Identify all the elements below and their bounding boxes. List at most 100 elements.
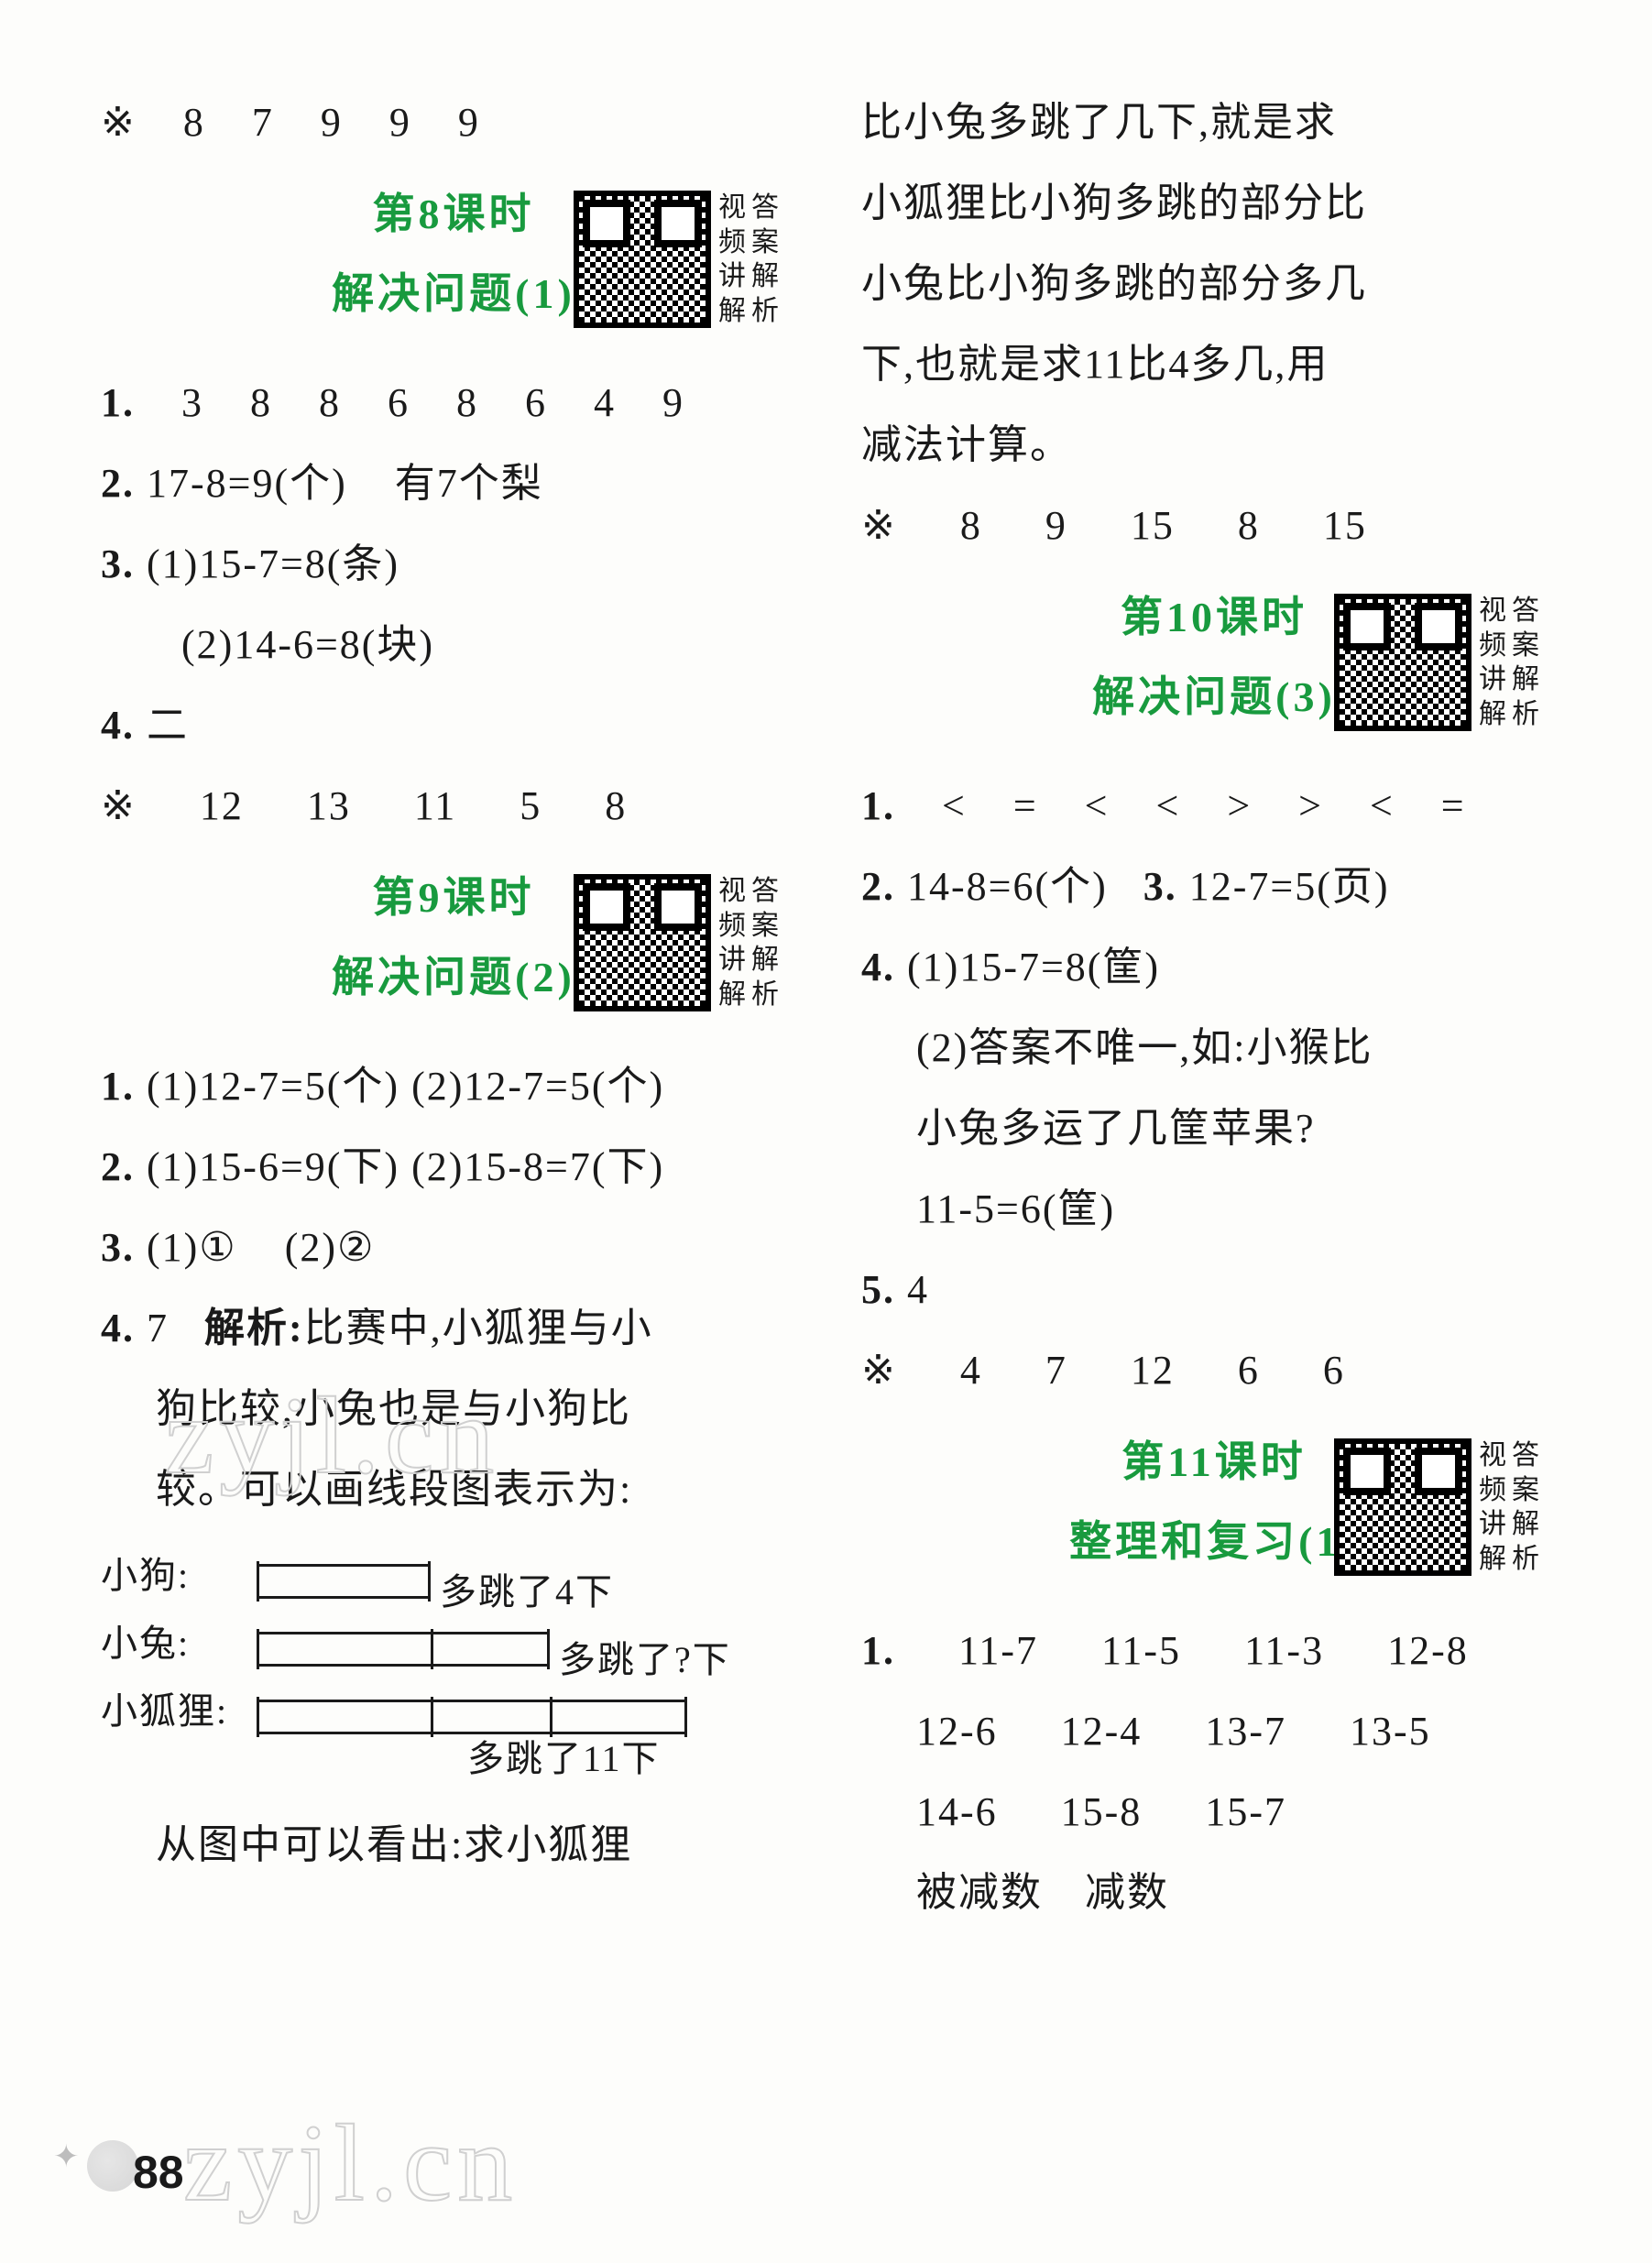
star-prefix: ※ — [861, 1330, 897, 1411]
q-num: 4. — [101, 1306, 135, 1350]
q5: 5. 4 — [861, 1250, 1567, 1330]
q-num: 1. — [101, 1064, 135, 1109]
qr-char: 析 — [1512, 1542, 1539, 1577]
op: < — [1085, 766, 1110, 847]
text: 17-8=9(个) — [147, 461, 347, 506]
q-num: 3. — [1143, 864, 1177, 909]
q4b1: (2)答案不唯一,如:小猴比 — [861, 1008, 1567, 1088]
q-num: 3. — [101, 541, 135, 586]
qr-char: 讲 — [718, 943, 746, 978]
l11-q1-r1: 1. 11-7 11-5 11-3 12-8 — [861, 1611, 1567, 1691]
diag-label-dog: 小狗: — [101, 1539, 257, 1613]
op: > — [1227, 766, 1252, 847]
qr-char: 视 — [1479, 1438, 1506, 1473]
q4b2: 小兔多运了几筐苹果? — [861, 1088, 1567, 1169]
star-prefix: ※ — [861, 486, 897, 566]
expr: 12-4 — [1061, 1691, 1143, 1772]
qr-block: 视 频 讲 解 答 案 解 析 — [574, 191, 779, 328]
qr-code-icon — [574, 191, 711, 328]
expr: 12-6 — [916, 1691, 998, 1772]
num: 5 — [520, 766, 542, 847]
num: 11 — [414, 766, 456, 847]
qr-label: 视 频 讲 解 答 案 解 析 — [1479, 594, 1539, 731]
op: < — [1370, 766, 1395, 847]
text: 二 — [147, 703, 189, 748]
lesson-9-header: 第9课时 解决问题(2) 视 频 讲 解 答 案 解 析 — [101, 858, 806, 1041]
qr-block: 视 频 讲 解 答 案 解 析 — [1334, 594, 1539, 731]
q-num: 4. — [861, 945, 895, 989]
qr-char: 频 — [718, 909, 746, 944]
text: 15-7=8(条) — [199, 541, 399, 586]
qr-char: 案 — [751, 909, 779, 944]
num: 15 — [1131, 486, 1175, 566]
num: 6 — [525, 363, 547, 443]
num: 15 — [1323, 486, 1367, 566]
qr-char: 解 — [751, 259, 779, 294]
lesson-10-header: 第10课时 解决问题(3) 视 频 讲 解 答 案 解 析 — [861, 577, 1567, 760]
q4-tail: 从图中可以看出:求小狐狸 — [101, 1805, 806, 1886]
q-num: 3. — [101, 1225, 135, 1270]
qr-char: 解 — [751, 943, 779, 978]
bar-diagram: 小狗: 小兔: 小狐狸: 多跳了4下 多跳了?下 多跳了11下 — [101, 1539, 806, 1805]
expr: 11-3 — [1244, 1611, 1324, 1691]
sub: (2) — [181, 622, 234, 667]
q-num: 2. — [101, 1144, 135, 1189]
q-num: 4. — [101, 703, 135, 748]
qr-char: 频 — [1479, 1473, 1506, 1508]
num: 4 — [594, 363, 616, 443]
text: (2)12-7=5(个) — [411, 1064, 664, 1109]
text: 14-8=6(个) — [907, 864, 1108, 909]
page-number: 88 — [133, 2146, 184, 2199]
diag-note-1: 多跳了4下 — [440, 1556, 614, 1629]
right-column: 比小兔多跳了几下,就是求 小狐狸比小狗多跳的部分比 小兔比小狗多跳的部分多几 下… — [825, 82, 1567, 2171]
q2-q3: 2. 14-8=6(个) 3. 12-7=5(页) — [861, 847, 1567, 927]
q2: 2. (1)15-6=9(下) (2)15-8=7(下) — [101, 1127, 806, 1208]
star-row: ※ 4 7 12 6 6 — [861, 1330, 1567, 1411]
diag-label-rabbit: 小兔: — [101, 1607, 257, 1680]
l11-q1-r2: 12-6 12-4 13-7 13-5 — [861, 1691, 1567, 1772]
expr: 15-7 — [1205, 1772, 1286, 1853]
q-num: 5. — [861, 1267, 895, 1312]
qr-char: 答 — [1512, 594, 1539, 629]
qr-block: 视 频 讲 解 答 案 解 析 — [1334, 1438, 1539, 1576]
qr-char: 解 — [1479, 697, 1506, 732]
text: (1)12-7=5(个) — [147, 1064, 399, 1109]
lesson-11-header: 第11课时 整理和复习(1) 视 频 讲 解 答 案 解 析 — [861, 1422, 1567, 1605]
num: 7 — [252, 82, 274, 163]
expr: 11-5 — [1101, 1611, 1181, 1691]
expr: 13-7 — [1205, 1691, 1286, 1772]
q3-2: (2)14-6=8(块) — [101, 605, 806, 685]
num: 8 — [183, 82, 205, 163]
text: (1)① — [147, 1225, 237, 1270]
q1: 1. 3 8 8 6 8 6 4 9 — [101, 363, 806, 443]
cont-line: 比小兔多跳了几下,就是求 — [861, 82, 1567, 163]
footer-star-icon: ✦ — [53, 2138, 80, 2175]
q-num: 2. — [861, 864, 895, 909]
text: (2)15-8=7(下) — [411, 1144, 664, 1189]
num: 12 — [1131, 1330, 1175, 1411]
op: = — [1013, 766, 1038, 847]
text: 4 — [907, 1267, 929, 1312]
page-number-bg-icon — [87, 2140, 138, 2192]
q4-l2: 狗比较,小兔也是与小狗比 — [101, 1369, 806, 1449]
qr-char: 案 — [1512, 1473, 1539, 1508]
text: 有7个梨 — [395, 461, 543, 506]
qr-char: 析 — [751, 294, 779, 329]
text: 比赛中,小狐狸与小 — [304, 1306, 653, 1350]
qr-char: 频 — [718, 225, 746, 260]
qr-label: 视 频 讲 解 答 案 解 析 — [718, 191, 779, 328]
qr-char: 解 — [1512, 662, 1539, 697]
qr-char: 讲 — [718, 259, 746, 294]
q4: 4. 二 — [101, 685, 806, 766]
q3: 3. (1)① (2)② — [101, 1208, 806, 1288]
star-prefix: ※ — [101, 766, 137, 847]
num: 6 — [1323, 1330, 1345, 1411]
q1: 1. < = < < > > < = — [861, 766, 1567, 847]
cont-line: 小兔比小狗多跳的部分多几 — [861, 244, 1567, 324]
num: 9 — [321, 82, 343, 163]
qr-char: 案 — [751, 225, 779, 260]
op: < — [1155, 766, 1180, 847]
qr-char: 答 — [1512, 1438, 1539, 1473]
q2: 2. 17-8=9(个) 有7个梨 — [101, 443, 806, 524]
qr-char: 答 — [751, 191, 779, 225]
